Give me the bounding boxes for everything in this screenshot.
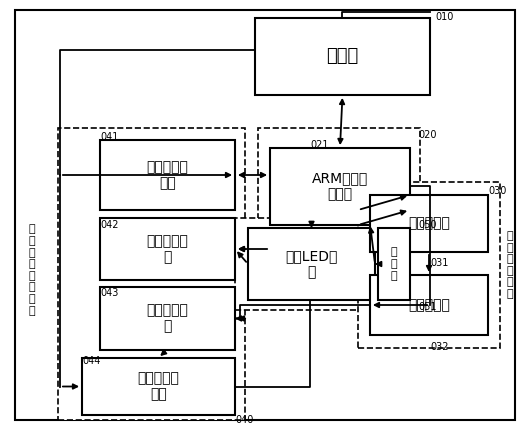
Bar bbox=[82, 358, 235, 415]
Bar bbox=[255, 18, 430, 95]
Text: 光
学
测
试
系
统: 光 学 测 试 系 统 bbox=[507, 231, 513, 299]
Bar bbox=[100, 218, 235, 280]
Text: 待测LED器
件: 待测LED器 件 bbox=[285, 249, 338, 279]
Bar bbox=[358, 182, 500, 348]
Text: 计算机: 计算机 bbox=[326, 47, 359, 65]
Text: 031: 031 bbox=[430, 258, 448, 268]
Bar bbox=[370, 275, 488, 335]
Text: 021: 021 bbox=[310, 140, 328, 150]
Text: 光谱仪模块: 光谱仪模块 bbox=[408, 298, 450, 312]
Text: 恒流源控制
模块: 恒流源控制 模块 bbox=[147, 160, 188, 190]
Text: 042: 042 bbox=[100, 220, 118, 230]
Bar bbox=[270, 148, 410, 225]
Text: 043: 043 bbox=[100, 288, 118, 298]
Text: 010: 010 bbox=[435, 12, 454, 22]
Bar bbox=[258, 128, 420, 240]
Text: 数据采集模
块: 数据采集模 块 bbox=[147, 304, 188, 334]
Bar bbox=[248, 228, 375, 300]
Text: 032: 032 bbox=[430, 342, 448, 352]
Bar bbox=[100, 287, 235, 350]
Bar bbox=[370, 195, 488, 252]
Text: 积分球模块: 积分球模块 bbox=[408, 217, 450, 231]
Text: 050: 050 bbox=[418, 220, 437, 230]
Text: 051: 051 bbox=[418, 302, 437, 312]
Text: 041: 041 bbox=[100, 132, 118, 142]
Text: ARM控制电
路模块: ARM控制电 路模块 bbox=[312, 171, 368, 201]
Text: 044: 044 bbox=[82, 356, 100, 366]
Bar bbox=[100, 140, 235, 210]
Text: 温度测量模
块: 温度测量模 块 bbox=[147, 234, 188, 264]
Text: 加热及温控
模块: 加热及温控 模块 bbox=[138, 371, 180, 402]
Text: 瞬
态
热
学
测
试
系
统: 瞬 态 热 学 测 试 系 统 bbox=[29, 224, 35, 315]
Bar bbox=[58, 128, 245, 420]
Text: 020: 020 bbox=[418, 130, 437, 140]
Text: 040: 040 bbox=[235, 415, 253, 424]
Bar bbox=[235, 218, 420, 310]
Bar bbox=[378, 228, 410, 300]
Text: 030: 030 bbox=[488, 186, 506, 196]
Text: 恒
温
槽: 恒 温 槽 bbox=[391, 247, 397, 281]
